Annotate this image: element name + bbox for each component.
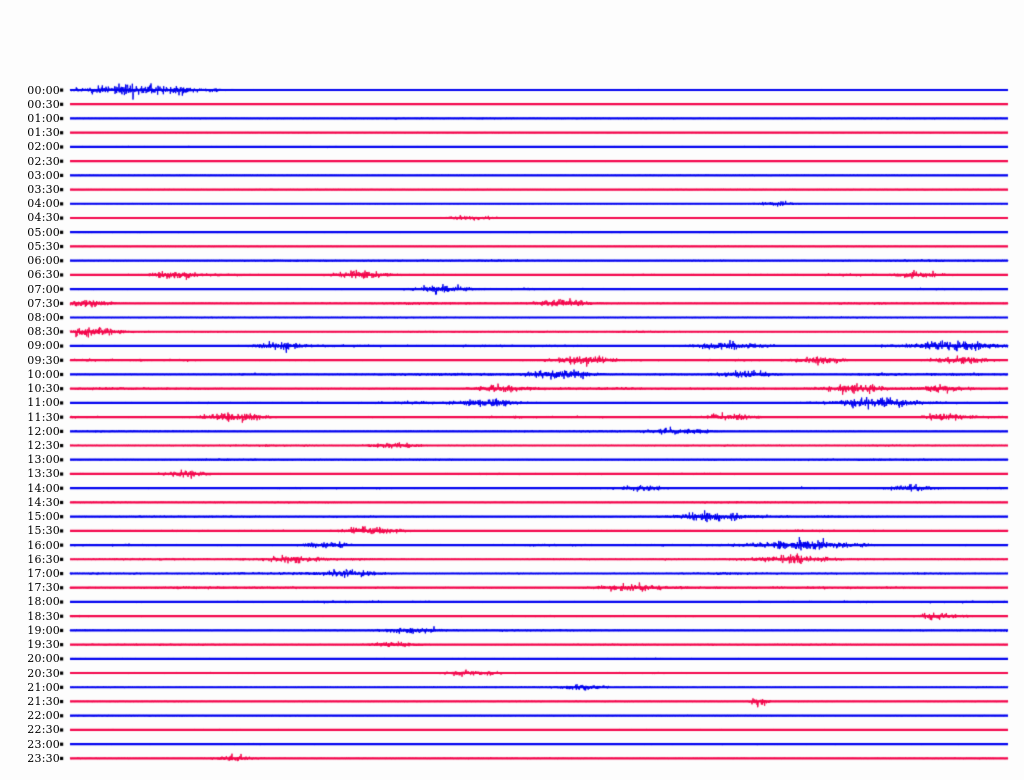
time-tick-label: 22:30 (27, 723, 60, 737)
time-tick-label: 04:00 (27, 197, 60, 211)
time-tick-label: 05:00 (27, 225, 60, 239)
time-tick-label: 12:00 (27, 424, 60, 438)
time-tick-label: 17:00 (27, 566, 60, 580)
time-tick-label: 12:30 (27, 439, 60, 452)
time-tick-label: 01:00 (27, 111, 60, 125)
time-tick-label: 11:30 (27, 410, 60, 424)
time-tick-label: 23:00 (27, 737, 60, 751)
time-tick-label: 22:00 (27, 709, 60, 723)
time-tick-label: 23:30 (27, 751, 60, 765)
time-tick-label: 00:30 (27, 97, 60, 111)
time-tick-label: 02:00 (27, 140, 60, 154)
time-tick-label: 03:30 (27, 183, 60, 197)
time-tick-label: 10:00 (27, 367, 60, 381)
time-tick-label: 09:30 (27, 353, 60, 367)
time-tick-label: 09:00 (27, 339, 60, 353)
time-tick-label: 20:30 (27, 666, 60, 680)
time-tick-label: 06:00 (27, 254, 60, 268)
time-tick-label: 08:00 (27, 311, 60, 325)
time-tick-label: 18:00 (27, 595, 60, 609)
time-tick-label: 03:00 (27, 168, 60, 182)
time-tick-label: 21:30 (27, 694, 60, 708)
time-tick-label: 16:00 (27, 538, 60, 552)
time-tick-label: 10:30 (27, 382, 60, 396)
time-tick-label: 14:30 (27, 495, 60, 509)
time-tick-label: 11:00 (27, 396, 60, 410)
time-tick-label: 13:00 (27, 453, 60, 467)
time-tick-label: 17:30 (27, 581, 60, 595)
time-tick-label: 19:00 (27, 623, 60, 637)
time-tick-label: 15:30 (27, 524, 60, 538)
time-tick-label: 07:00 (27, 282, 60, 296)
time-tick-label: 07:30 (27, 296, 60, 310)
time-tick-label: 16:30 (27, 552, 60, 566)
time-tick-label: 00:00 (27, 83, 60, 97)
time-tick-label: 15:00 (27, 510, 60, 524)
time-tick-label: 21:00 (27, 680, 60, 694)
time-tick-label: 20:00 (27, 652, 60, 666)
time-tick-label: 01:30 (27, 126, 60, 140)
time-tick-label: 06:30 (27, 268, 60, 282)
time-tick-label: 13:30 (27, 467, 60, 481)
time-tick-label: 05:30 (27, 239, 60, 253)
time-tick-label: 04:30 (27, 211, 60, 225)
time-tick-label: 02:30 (27, 154, 60, 168)
time-tick-label: 08:30 (27, 325, 60, 339)
time-tick-label: 18:30 (27, 609, 60, 623)
time-tick-label: 19:30 (27, 638, 60, 652)
time-axis: 00:00 00:30 01:00 01:30 02:00 02:30 03:00 03:30… (0, 0, 60, 780)
time-tick-label: 14:00 (27, 481, 60, 495)
